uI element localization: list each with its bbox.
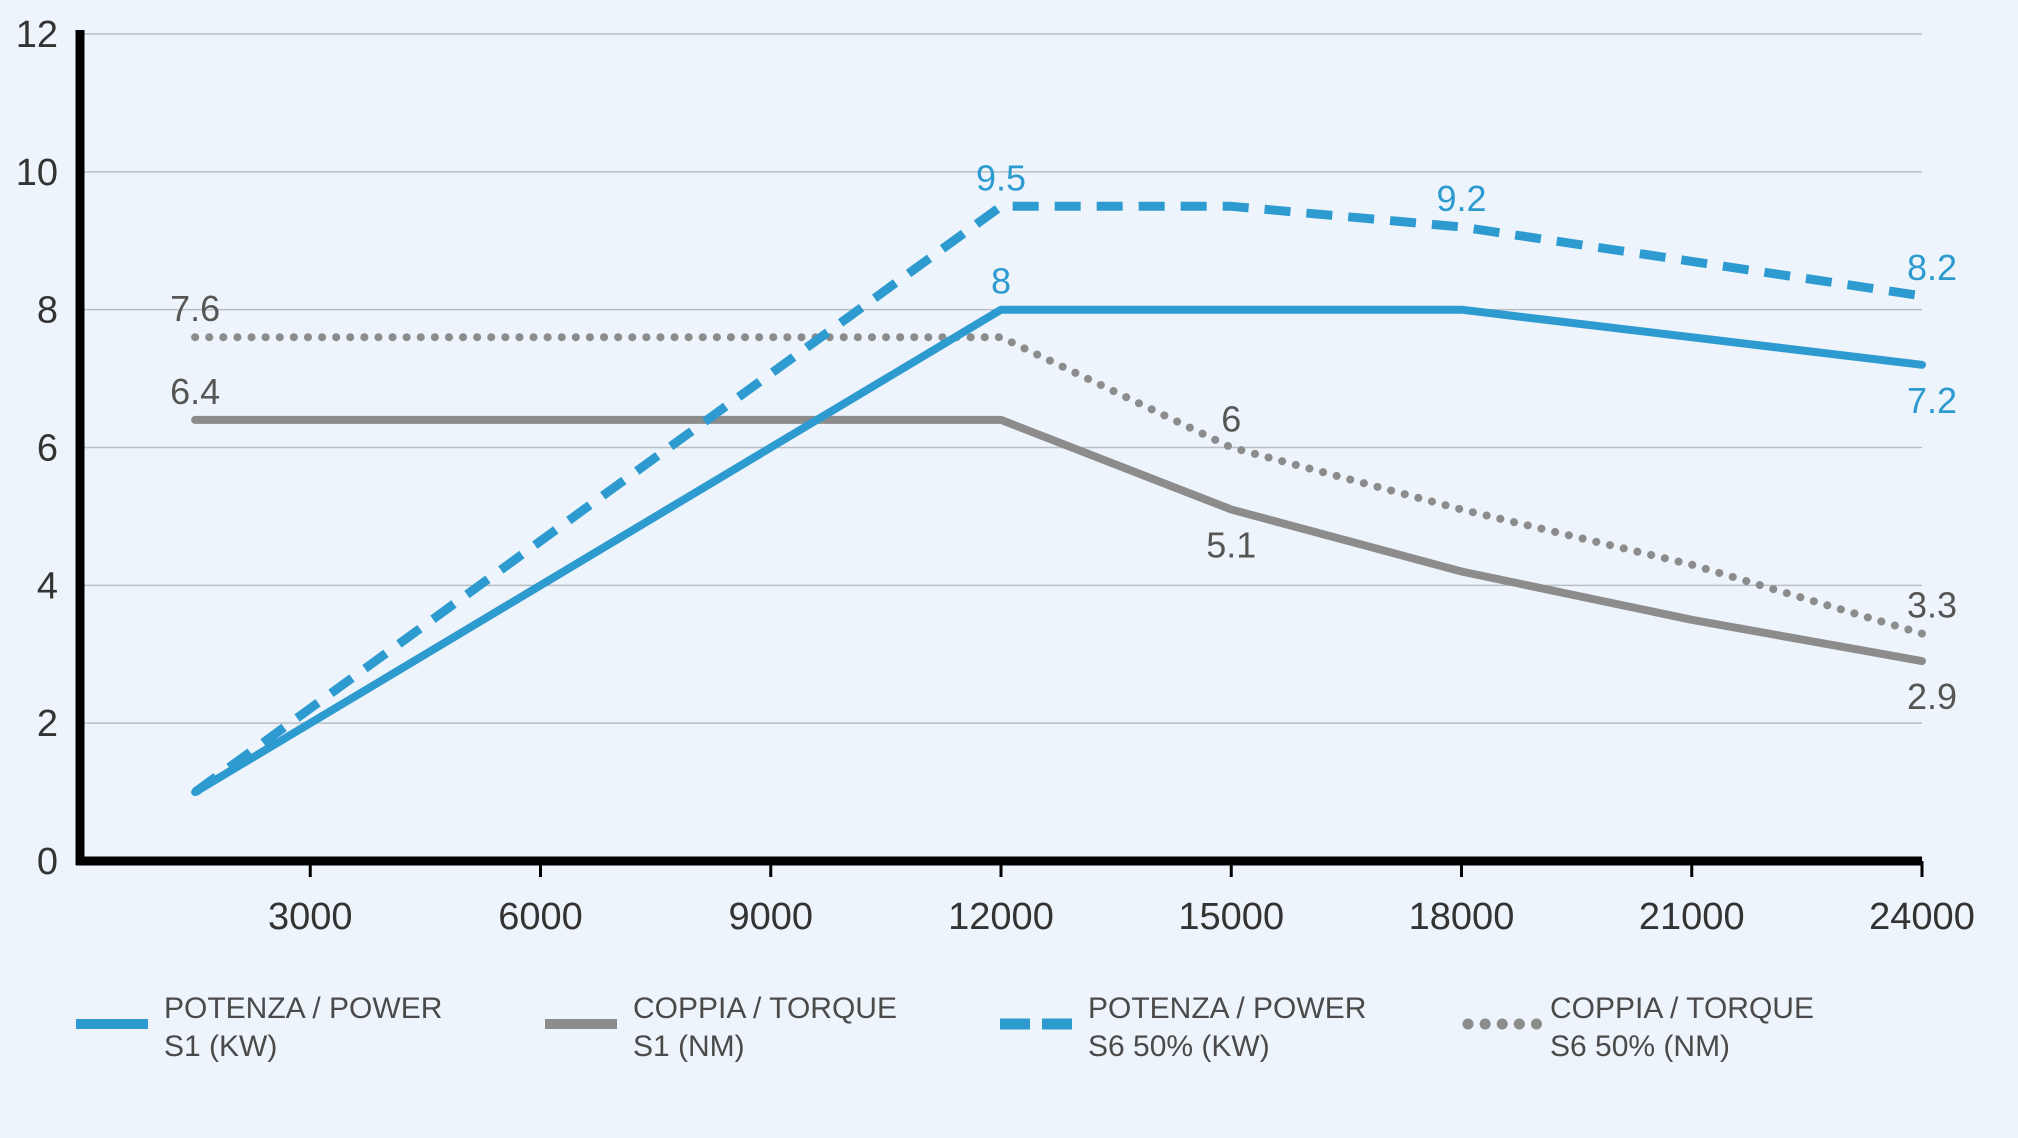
data-label-power-s6: 9.5 bbox=[976, 157, 1026, 198]
x-tick-label: 24000 bbox=[1869, 896, 1975, 938]
data-label-power-s6: 9.2 bbox=[1436, 178, 1486, 219]
data-label-torque-s1: 6.4 bbox=[170, 371, 220, 412]
data-label-torque-s1: 5.1 bbox=[1206, 525, 1256, 566]
x-tick-label: 9000 bbox=[728, 896, 813, 938]
x-tick-label: 6000 bbox=[498, 896, 583, 938]
legend-label-line1: COPPIA / TORQUE bbox=[1550, 992, 1814, 1025]
axis-layer: 0 2 4 6 8 10 12 3000 6000 9000 12000 15000 18000 2100… bbox=[16, 14, 1975, 938]
data-label-power-s1: 8 bbox=[991, 261, 1011, 302]
legend-label-line1: POTENZA / POWER bbox=[1088, 992, 1366, 1025]
y-tick-label: 10 bbox=[16, 152, 58, 194]
x-tick-label: 21000 bbox=[1639, 896, 1745, 938]
y-tick-label: 2 bbox=[37, 703, 58, 745]
legend-label-line1: COPPIA / TORQUE bbox=[633, 992, 897, 1025]
series-line-torque-s1 bbox=[195, 420, 1922, 661]
data-label-layer: 6.4 5.1 2.9 7.6 6 3.3 8 7.2 9.5 9.2 8.2 bbox=[170, 157, 1957, 717]
legend-label-line2: S1 (NM) bbox=[633, 1030, 745, 1063]
data-label-torque-s6: 6 bbox=[1221, 399, 1241, 440]
series-layer bbox=[195, 206, 1922, 792]
y-tick-label: 4 bbox=[37, 565, 58, 607]
legend-label-line2: S6 50% (NM) bbox=[1550, 1030, 1730, 1063]
legend-label-line2: S1 (KW) bbox=[164, 1030, 277, 1063]
x-tick-label: 3000 bbox=[268, 896, 353, 938]
series-line-power-s6 bbox=[195, 206, 1922, 792]
y-tick-label: 0 bbox=[37, 841, 58, 883]
legend-label-line1: POTENZA / POWER bbox=[164, 992, 442, 1025]
data-label-torque-s6: 7.6 bbox=[170, 288, 220, 329]
x-tick-label: 12000 bbox=[948, 896, 1054, 938]
data-label-power-s6: 8.2 bbox=[1907, 247, 1957, 288]
legend: POTENZA / POWER S1 (KW) COPPIA / TORQUE S1 … bbox=[76, 992, 1814, 1063]
series-line-power-s1 bbox=[195, 310, 1922, 792]
x-tick-label: 15000 bbox=[1178, 896, 1284, 938]
grid-layer bbox=[80, 34, 1922, 723]
y-tick-label: 12 bbox=[16, 14, 58, 56]
data-label-power-s1: 7.2 bbox=[1907, 380, 1957, 421]
x-tick-label: 18000 bbox=[1409, 896, 1515, 938]
data-label-torque-s6: 3.3 bbox=[1907, 585, 1957, 626]
y-tick-label: 6 bbox=[37, 428, 58, 470]
legend-label-line2: S6 50% (KW) bbox=[1088, 1030, 1270, 1063]
series-line-torque-s6 bbox=[195, 337, 1922, 633]
data-label-torque-s1: 2.9 bbox=[1907, 676, 1957, 717]
y-tick-label: 8 bbox=[37, 290, 58, 332]
